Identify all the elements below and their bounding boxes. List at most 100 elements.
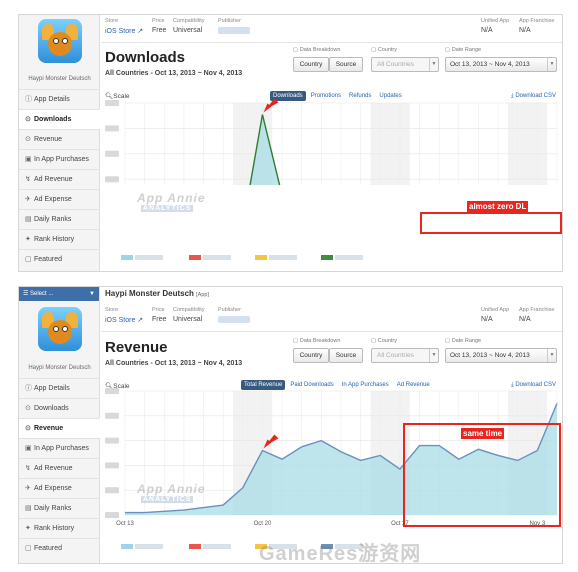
download-icon: ⤓ [510,382,516,388]
sidebar-item-label: Rank History [34,525,75,532]
tab-downloads[interactable]: Downloads [270,91,306,101]
chevron-down-icon: ▼ [429,58,438,71]
page-title: Downloads [105,49,186,66]
x-tick-label: Oct 13 [116,521,134,527]
app-title: Haypi Monster Deutsch [App] [105,289,209,298]
price-value: Free [152,27,167,34]
sidebar-item-revenue[interactable]: ⊙ Revenue [19,129,100,149]
legend-swatch [121,544,133,549]
analytics-watermark: ANALYTICS [141,205,194,212]
legend-label [135,255,163,260]
legend-label [135,544,163,549]
chevron-down-icon: ▼ [89,291,95,297]
price-label: Price [152,18,165,24]
sidebar-item-downloads[interactable]: ⊙ Downloads [19,109,100,129]
sidebar-item-featured[interactable]: ▢ Featured [19,538,100,558]
sidebar-item-featured[interactable]: ▢ Featured [19,249,100,269]
country-select[interactable]: All Countries ▼ [371,57,439,72]
publisher-value[interactable] [218,27,250,36]
sidebar-item-app-details[interactable]: ⓘ App Details [19,378,100,398]
tab-paid-downloads[interactable]: Paid Downloads [290,382,334,388]
sidebar: ☰ Select ... ▼ Haypi Monster Deutsch ⓘ App… [19,287,100,563]
app-icon[interactable] [38,19,82,63]
compat-meta: Compatibility Universal [173,18,204,34]
store-link[interactable]: iOS Store ↗ [105,28,144,35]
unified-value: N/A [481,316,493,323]
x-tick-label: Oct 27 [391,521,409,527]
date-range-select[interactable]: Oct 13, 2013 ~ Nov 4, 2013 ▼ [445,348,557,363]
source-button[interactable]: Source [329,348,363,363]
calendar-icon: ▢ [445,338,452,344]
app-select-dropdown[interactable]: ☰ Select ... ▼ [19,287,99,301]
ad-expense-icon: ✈ [25,196,31,203]
unified-value: N/A [481,27,493,34]
breakdown-label-text: Data Breakdown [299,47,341,53]
download-csv-label: Download CSV [515,93,556,99]
date-range-label: ▢ Date Range [445,47,481,53]
franchise-meta: App Franchise N/A [519,307,554,323]
sidebar-item-rank-history[interactable]: ✦ Rank History [19,229,100,249]
app-title-text: Haypi Monster Deutsch [105,289,194,298]
legend-label [269,544,297,549]
compat-meta: Compatibility Universal [173,307,204,323]
legend-swatch [321,255,333,260]
sidebar-item-daily-ranks[interactable]: ▤ Daily Ranks [19,498,100,518]
source-button[interactable]: Source [329,57,363,72]
sidebar-item-daily-ranks[interactable]: ▤ Daily Ranks [19,209,100,229]
scale-toggle[interactable]: 🔍︎Scale [105,92,130,100]
legend-label [203,255,231,260]
scale-toggle[interactable]: 🔍︎Scale [105,382,130,390]
sidebar-item-ad-expense[interactable]: ✈ Ad Expense [19,478,100,498]
revenue-icon: ⊙ [25,425,31,432]
tab-updates[interactable]: Updates [379,93,402,99]
franchise-label: App Franchise [519,307,555,313]
franchise-meta: App Franchise N/A [519,18,554,34]
sidebar-item-ad-revenue[interactable]: ↯ Ad Revenue [19,458,100,478]
sidebar-item-revenue[interactable]: ⊙ Revenue [19,418,100,438]
y-tick-label [105,100,119,106]
sidebar-item-ad-revenue[interactable]: ↯ Ad Revenue [19,169,100,189]
tab-refunds[interactable]: Refunds [349,93,372,99]
revenue-icon: ⊙ [25,136,31,143]
sidebar-item-label: App Details [34,96,70,103]
publisher-meta: Publisher [218,307,250,325]
date-range-label-text: Date Range [451,338,482,344]
sidebar-item-in-app-purchases[interactable]: ▣ In App Purchases [19,438,100,458]
country-select[interactable]: All Countries ▼ [371,348,439,363]
sidebar-item-rank-history[interactable]: ✦ Rank History [19,518,100,538]
date-range-select[interactable]: Oct 13, 2013 ~ Nov 4, 2013 ▼ [445,57,557,72]
sidebar-item-label: Daily Ranks [34,216,72,223]
compat-value: Universal [173,316,203,323]
calendar-icon: ▢ [293,338,300,344]
tab-total-revenue[interactable]: Total Revenue [241,380,286,390]
sidebar-item-downloads[interactable]: ⊙ Downloads [19,398,100,418]
sidebar-item-label: Revenue [34,425,64,432]
sidebar-item-in-app-purchases[interactable]: ▣ In App Purchases [19,149,100,169]
store-link[interactable]: iOS Store ↗ [105,317,144,324]
sidebar-item-app-details[interactable]: ⓘ App Details [19,89,100,109]
legend-swatch [255,255,267,260]
tab-in-app-purchases[interactable]: In App Purchases [341,382,389,388]
country-button[interactable]: Country [293,57,329,72]
legend-swatch [189,255,201,260]
publisher-meta: Publisher [218,18,250,36]
download-csv-link[interactable]: ⤓ Download CSV [511,382,556,389]
scale-label: Scale [113,93,130,100]
divider [101,331,562,332]
legend-swatch [321,544,333,549]
app-tag: [App] [196,292,209,298]
purchase-icon: ▣ [25,445,32,452]
tab-promotions[interactable]: Promotions [310,93,342,99]
download-csv-link[interactable]: ⤓ Download CSV [511,93,556,100]
app-icon[interactable] [38,307,82,351]
ranks-icon: ▤ [25,505,32,512]
country-button[interactable]: Country [293,348,329,363]
app-icon-body [48,320,72,344]
calendar-icon: ▢ [293,47,300,53]
legend-swatch [121,255,133,260]
sidebar-item-ad-expense[interactable]: ✈ Ad Expense [19,189,100,209]
publisher-value[interactable] [218,316,250,325]
store-label: Store [105,307,119,313]
tab-ad-revenue[interactable]: Ad Revenue [396,382,430,388]
highlight-box [403,423,561,527]
